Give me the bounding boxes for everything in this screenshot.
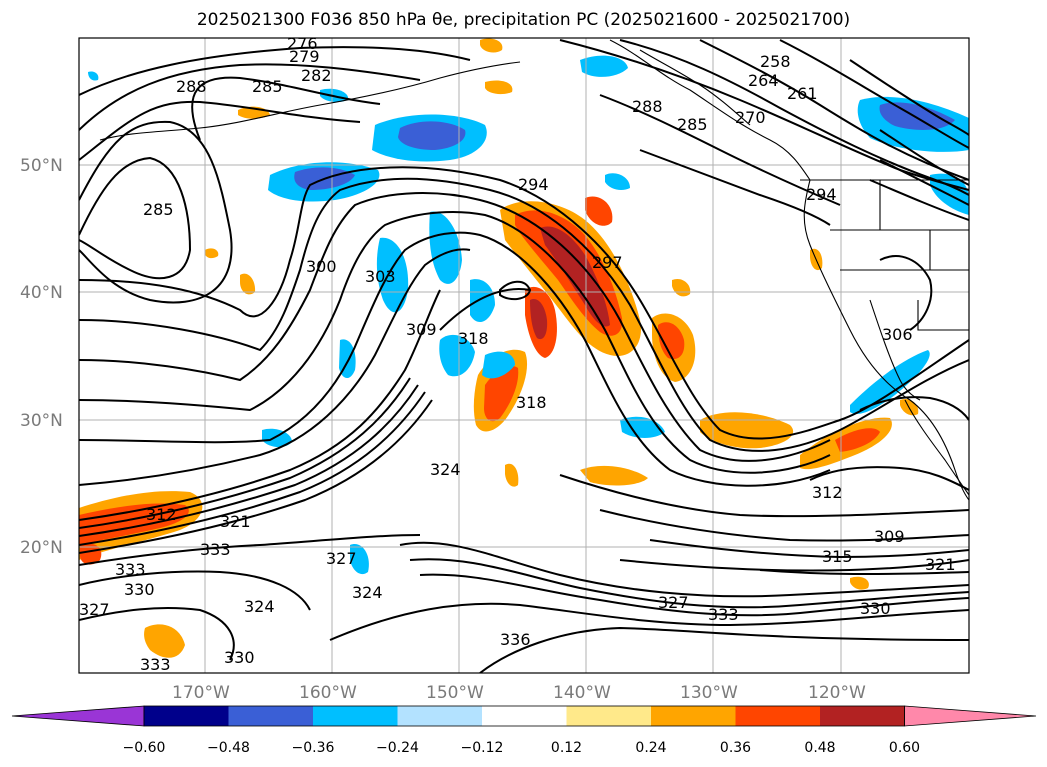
- contour-label: 261: [787, 84, 818, 103]
- colorbar-tick-label: −0.48: [207, 740, 250, 756]
- theta-e-contours: [79, 39, 969, 673]
- colorbar-swatch: [144, 706, 229, 726]
- lon-label: 140°W: [553, 683, 611, 703]
- contour-label: 315: [822, 547, 853, 566]
- colorbar-tick-label: −0.60: [123, 740, 166, 756]
- contour-label: 318: [516, 393, 547, 412]
- contour-label: 330: [224, 648, 255, 667]
- contour-label: 309: [406, 320, 437, 339]
- contour-label: 330: [860, 599, 891, 618]
- contour-label: 327: [658, 593, 689, 612]
- colorbar-tick-label: −0.24: [376, 740, 419, 756]
- contour-label: 288: [176, 77, 207, 96]
- colorbar-tick-label: 0.12: [551, 740, 582, 756]
- contour-label: 300: [306, 257, 337, 276]
- colorbar-swatch: [482, 706, 567, 726]
- plot-frame: [78, 37, 970, 674]
- contour-label: 282: [301, 66, 332, 85]
- colorbar-tick-label: 0.48: [804, 740, 835, 756]
- colorbar-swatch: [566, 706, 651, 726]
- contour-label: 336: [500, 630, 531, 649]
- lat-label: 40°N: [20, 283, 63, 303]
- contour-label: 309: [874, 527, 905, 546]
- graticule: [79, 38, 969, 673]
- contour-label: 312: [146, 505, 177, 524]
- contour-label: 285: [252, 77, 283, 96]
- colorbar-extend-high: [904, 705, 1037, 727]
- map-title: 2025021300 F036 850 hPa θe, precipitatio…: [196, 10, 851, 30]
- contour-label: 321: [220, 512, 251, 531]
- colorbar-tick-label: 0.36: [720, 740, 751, 756]
- lon-label: 150°W: [426, 683, 484, 703]
- contour-label: 327: [79, 600, 110, 619]
- contour-label: 333: [140, 655, 171, 674]
- contour-label: 258: [760, 52, 791, 71]
- contour-label: 318: [458, 329, 489, 348]
- lat-label: 50°N: [20, 156, 63, 176]
- contour-label: 294: [806, 185, 837, 204]
- contour-label: 276: [287, 34, 318, 53]
- colorbar-tick-label: −0.36: [292, 740, 335, 756]
- contour-label: 270: [735, 108, 766, 127]
- colorbar-swatch: [651, 706, 736, 726]
- contour-label: 327: [326, 549, 357, 568]
- contour-label: 324: [352, 583, 383, 602]
- colorbar-swatch: [820, 706, 905, 726]
- contour-label: 303: [365, 267, 396, 286]
- lon-label: 160°W: [299, 683, 357, 703]
- contour-label: 324: [244, 597, 275, 616]
- contour-label: 306: [882, 325, 913, 344]
- contour-label: 312: [812, 483, 843, 502]
- lat-label: 30°N: [20, 411, 63, 431]
- contour-label: 333: [115, 560, 146, 579]
- contour-label: 264: [748, 71, 779, 90]
- colorbar-swatch: [397, 706, 482, 726]
- contour-label: 294: [518, 175, 549, 194]
- contour-label: 333: [200, 540, 231, 559]
- latitude-labels: 50°N 40°N 30°N 20°N: [20, 156, 63, 558]
- colorbar-tick-label: 0.24: [635, 740, 666, 756]
- lon-label: 170°W: [172, 683, 230, 703]
- negative-precip-areas: [88, 55, 969, 575]
- colorbar-swatch: [735, 706, 820, 726]
- colorbar-swatch: [313, 706, 398, 726]
- contour-label: 285: [143, 200, 174, 219]
- contour-label: 288: [632, 97, 663, 116]
- contour-label: 321: [925, 555, 956, 574]
- lat-label: 20°N: [20, 538, 63, 558]
- colorbar: −0.60 −0.48 −0.36 −0.24 −0.12 0.12 0.24 …: [11, 705, 1037, 756]
- contour-label: 297: [592, 253, 623, 272]
- contour-labels: 276 279 282 285 288 285 294 300 303 309 …: [79, 34, 956, 674]
- colorbar-extend-low: [11, 705, 145, 727]
- precipitation-shading: [79, 38, 969, 658]
- colorbar-tick-label: −0.12: [461, 740, 504, 756]
- lon-label: 130°W: [680, 683, 738, 703]
- longitude-labels: 170°W 160°W 150°W 140°W 130°W 120°W: [172, 683, 866, 703]
- colorbar-swatch: [228, 706, 313, 726]
- coastlines: [99, 39, 969, 501]
- lon-label: 120°W: [808, 683, 866, 703]
- contour-label: 333: [708, 605, 739, 624]
- contour-label: 330: [124, 580, 155, 599]
- contour-label: 285: [677, 115, 708, 134]
- contour-label: 324: [430, 460, 461, 479]
- colorbar-tick-label: 0.60: [889, 740, 920, 756]
- contour-label: 279: [289, 47, 320, 66]
